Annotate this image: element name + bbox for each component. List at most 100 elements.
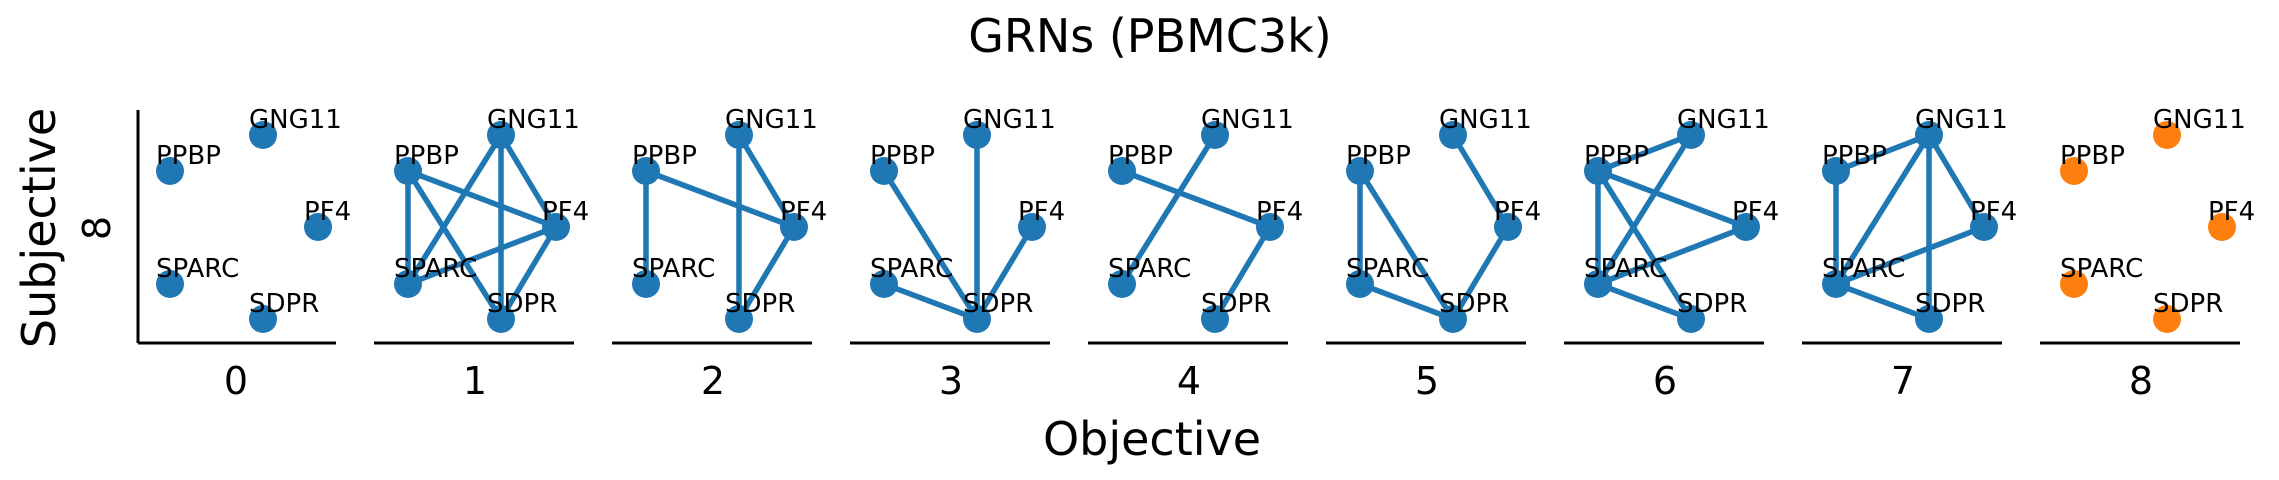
edge-pf4-sparc (1595, 224, 1749, 287)
x-tick-label: 8 (2129, 359, 2153, 403)
node-pf4 (780, 213, 808, 241)
node-label-sdpr: SDPR (1439, 289, 1509, 319)
node-label-sdpr: SDPR (1677, 289, 1747, 319)
node-sparc (1822, 270, 1850, 298)
edge-pf4-sdpr (1450, 224, 1511, 322)
node-label-ppbp: PPBP (870, 141, 935, 171)
panel-2: 2 GNG11 PPBP PF4 SPARC SDPR (612, 105, 827, 403)
node-label-gng11: GNG11 (1915, 105, 2008, 135)
node-pf4 (1256, 213, 1284, 241)
node-pf4 (542, 213, 570, 241)
y-tick-label: 8 (75, 216, 119, 240)
node-label-gng11: GNG11 (725, 105, 818, 135)
panel-0: 0 GNG11 PPBP PF4 SPARC SDPR (138, 105, 351, 403)
edge-sparc-sdpr (1357, 281, 1456, 322)
edge-ppbp-sdpr (1357, 168, 1456, 322)
x-tick-label: 0 (224, 359, 248, 403)
node-sdpr (249, 305, 277, 333)
edge-gng11-pf4 (1450, 132, 1511, 230)
node-gng11 (963, 121, 991, 149)
edge-gng11-pf4 (498, 132, 559, 230)
node-label-ppbp: PPBP (1346, 141, 1411, 171)
y-axis-label: Subjective (12, 108, 66, 348)
x-tick-label: 7 (1891, 359, 1915, 403)
node-label-sdpr: SDPR (2153, 289, 2223, 319)
node-gng11 (1201, 121, 1229, 149)
node-label-ppbp: PPBP (632, 141, 697, 171)
node-label-pf4: PF4 (780, 197, 827, 227)
node-label-gng11: GNG11 (487, 105, 580, 135)
node-gng11 (1915, 121, 1943, 149)
node-label-ppbp: PPBP (156, 141, 221, 171)
node-label-sdpr: SDPR (725, 289, 795, 319)
node-label-sparc: SPARC (1108, 254, 1191, 284)
node-label-sdpr: SDPR (249, 289, 319, 319)
edge-ppbp-pf4 (405, 168, 559, 230)
node-label-sparc: SPARC (1584, 254, 1667, 284)
edge-sparc-sdpr (1833, 281, 1932, 322)
node-ppbp (394, 157, 422, 185)
node-label-sparc: SPARC (2060, 254, 2143, 284)
node-label-sparc: SPARC (1822, 254, 1905, 284)
node-sdpr (1915, 305, 1943, 333)
node-gng11 (1439, 121, 1467, 149)
node-gng11 (1677, 121, 1705, 149)
x-axis-label: Objective (1043, 412, 1261, 466)
panel-6: 6 GNG11 PPBP PF4 SPARC SDPR (1564, 105, 1779, 403)
edge-ppbp-pf4 (1595, 168, 1749, 230)
node-gng11 (725, 121, 753, 149)
panel-3: 3 GNG11 PPBP PF4 SPARC SDPR (850, 105, 1065, 403)
panels-group: 0 GNG11 PPBP PF4 SPARC SDPR 1 GNG11 PPBP PF4 SPARC… (138, 105, 2255, 403)
node-label-pf4: PF4 (1256, 197, 1303, 227)
node-sdpr (1677, 305, 1705, 333)
node-sdpr (1201, 305, 1229, 333)
node-sdpr (2153, 305, 2181, 333)
x-tick-label: 4 (1177, 359, 1201, 403)
edge-gng11-sparc (1595, 132, 1694, 287)
node-sparc (1346, 270, 1374, 298)
node-label-pf4: PF4 (1018, 197, 1065, 227)
node-sdpr (1439, 305, 1467, 333)
node-label-sparc: SPARC (394, 254, 477, 284)
panel-1: 1 GNG11 PPBP PF4 SPARC SDPR (374, 105, 589, 403)
edge-pf4-sdpr (498, 224, 559, 322)
node-gng11 (487, 121, 515, 149)
edge-ppbp-sdpr (1595, 168, 1694, 322)
node-label-ppbp: PPBP (1108, 141, 1173, 171)
node-label-sparc: SPARC (156, 254, 239, 284)
node-gng11 (249, 121, 277, 149)
x-tick-label: 2 (701, 359, 725, 403)
node-label-sparc: SPARC (870, 254, 953, 284)
node-sdpr (487, 305, 515, 333)
node-label-ppbp: PPBP (1822, 141, 1887, 171)
node-ppbp (1822, 157, 1850, 185)
node-label-pf4: PF4 (2208, 197, 2255, 227)
x-tick-label: 3 (939, 359, 963, 403)
panel-5: 5 GNG11 PPBP PF4 SPARC SDPR (1326, 105, 1541, 403)
edge-sparc-sdpr (1595, 281, 1694, 322)
node-sparc (1584, 270, 1612, 298)
edge-ppbp-gng11 (1833, 132, 1932, 174)
node-sdpr (963, 305, 991, 333)
panel-7: 7 GNG11 PPBP PF4 SPARC SDPR (1802, 105, 2017, 403)
edge-ppbp-pf4 (643, 168, 797, 230)
node-ppbp (2060, 157, 2088, 185)
x-tick-label: 1 (463, 359, 487, 403)
node-pf4 (2208, 213, 2236, 241)
edge-ppbp-gng11 (1595, 132, 1694, 174)
edge-gng11-sparc (1119, 132, 1218, 287)
node-pf4 (1018, 213, 1046, 241)
node-pf4 (1970, 213, 1998, 241)
panel-8: 8 GNG11 PPBP PF4 SPARC SDPR (2040, 105, 2255, 403)
node-sparc (156, 270, 184, 298)
node-label-sparc: SPARC (1346, 254, 1429, 284)
node-sparc (870, 270, 898, 298)
node-ppbp (156, 157, 184, 185)
node-label-pf4: PF4 (1732, 197, 1779, 227)
node-label-gng11: GNG11 (1677, 105, 1770, 135)
node-pf4 (304, 213, 332, 241)
x-tick-label: 5 (1415, 359, 1439, 403)
node-label-sdpr: SDPR (1915, 289, 1985, 319)
edge-pf4-sparc (405, 224, 559, 287)
